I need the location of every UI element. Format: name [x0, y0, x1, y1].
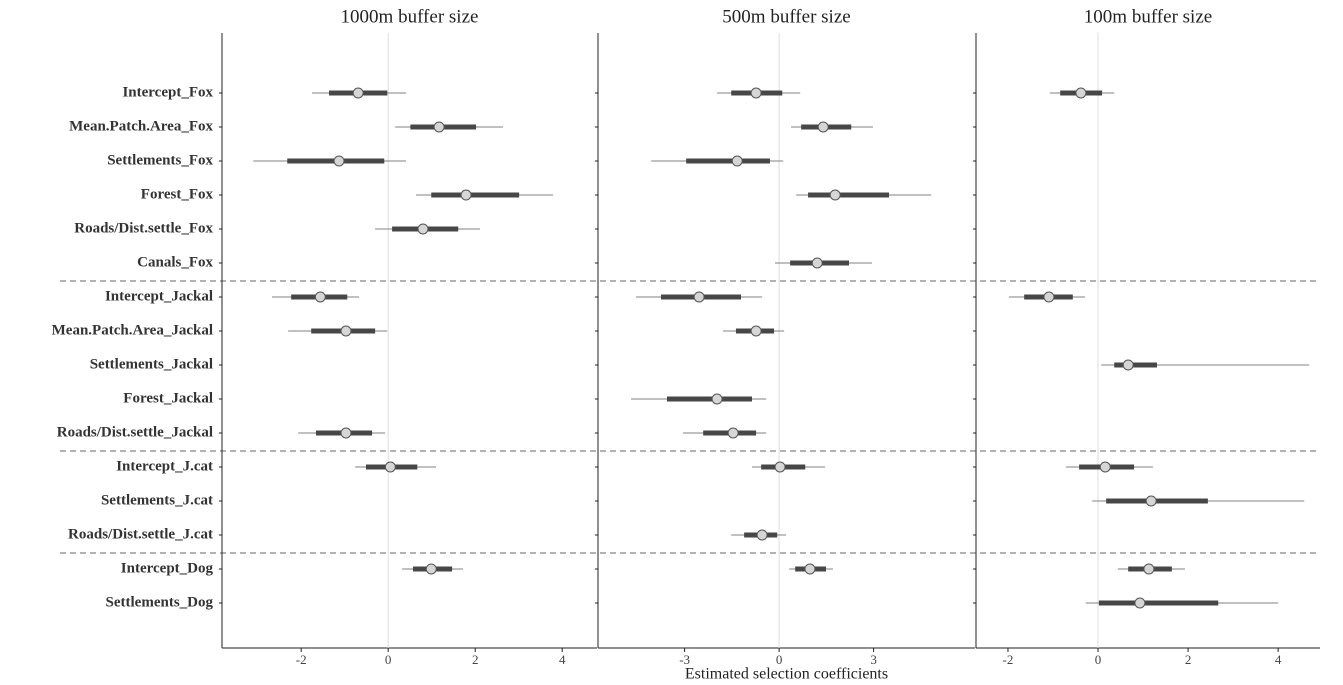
category-label: Forest_Fox: [141, 186, 214, 202]
category-label: Roads/Dist.settle_J.cat: [68, 526, 213, 542]
panel-title: 100m buffer size: [1084, 6, 1212, 27]
point-estimate: [774, 461, 786, 473]
point-estimate: [433, 121, 445, 133]
x-tick-label: -2: [296, 652, 307, 667]
point-estimate: [731, 155, 743, 167]
point-estimate: [1099, 461, 1111, 473]
category-label: Intercept_Jackal: [105, 288, 213, 304]
panel-title: 500m buffer size: [722, 6, 850, 27]
point-estimate: [460, 189, 472, 201]
point-estimate: [340, 427, 352, 439]
category-label: Canals_Fox: [137, 254, 213, 270]
category-label: Roads/Dist.settle_Fox: [74, 220, 213, 236]
point-estimate: [693, 291, 705, 303]
point-estimate: [750, 325, 762, 337]
point-estimate: [314, 291, 326, 303]
point-estimate: [711, 393, 723, 405]
x-tick-label: 0: [776, 652, 783, 667]
point-estimate: [352, 87, 364, 99]
point-estimate: [1145, 495, 1157, 507]
category-label: Mean.Patch.Area_Jackal: [52, 322, 213, 338]
x-axis-label: Estimated selection coefficients: [685, 666, 888, 683]
point-estimate: [425, 563, 437, 575]
point-estimate: [829, 189, 841, 201]
category-label: Settlements_Dog: [106, 594, 214, 610]
point-estimate: [1075, 87, 1087, 99]
point-estimate: [1134, 597, 1146, 609]
category-label: Roads/Dist.settle_Jackal: [57, 424, 213, 440]
point-estimate: [750, 87, 762, 99]
category-label: Mean.Patch.Area_Fox: [69, 118, 213, 134]
category-label: Settlements_J.cat: [101, 492, 213, 508]
point-estimate: [811, 257, 823, 269]
point-estimate: [727, 427, 739, 439]
category-label: Intercept_J.cat: [116, 458, 213, 474]
x-tick-label: 4: [1275, 652, 1282, 667]
category-label: Settlements_Jackal: [90, 356, 213, 372]
x-tick-label: -2: [1003, 652, 1014, 667]
point-estimate: [417, 223, 429, 235]
x-tick-label: -3: [679, 652, 690, 667]
point-estimate: [1143, 563, 1155, 575]
point-estimate: [1043, 291, 1055, 303]
category-label: Intercept_Fox: [122, 84, 213, 100]
category-label: Intercept_Dog: [121, 560, 214, 576]
category-label: Forest_Jackal: [123, 390, 213, 406]
panel-title: 1000m buffer size: [341, 6, 479, 27]
point-estimate: [384, 461, 396, 473]
point-estimate: [817, 121, 829, 133]
point-estimate: [756, 529, 768, 541]
x-tick-label: 2: [472, 652, 479, 667]
x-tick-label: 2: [1185, 652, 1192, 667]
category-label: Settlements_Fox: [107, 152, 213, 168]
x-tick-label: 3: [870, 652, 877, 667]
point-estimate: [340, 325, 352, 337]
x-tick-label: 4: [559, 652, 566, 667]
point-estimate: [804, 563, 816, 575]
point-estimate: [1122, 359, 1134, 371]
point-estimate: [333, 155, 345, 167]
x-tick-label: 0: [1095, 652, 1102, 667]
x-tick-label: 0: [385, 652, 392, 667]
